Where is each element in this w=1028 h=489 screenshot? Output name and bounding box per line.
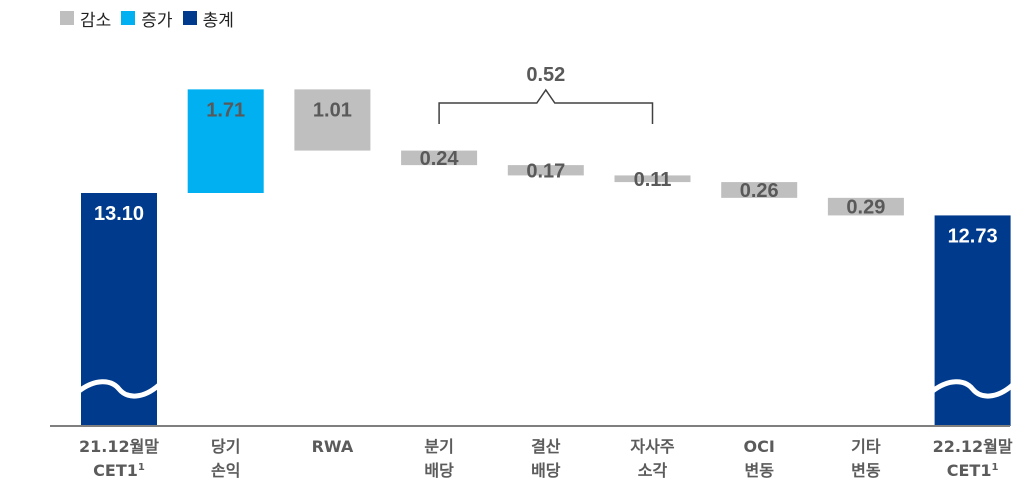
data-label-5: 0.11 [634, 169, 672, 191]
axis-break-wave-0 [77, 379, 161, 399]
bar-decrease-4 [507, 165, 584, 176]
bar-decrease-3 [401, 150, 478, 166]
legend: 감소 증가 총계 [60, 5, 244, 31]
bar-decrease-6 [721, 182, 798, 198]
bar-decrease-5 [614, 175, 691, 183]
category-label-7-0: 기타 [851, 437, 881, 456]
legend-item-increase: 증가 [121, 6, 173, 31]
category-label-5-1: 소각 [638, 461, 668, 480]
category-label-1-0: 당기 [211, 437, 240, 456]
legend-label-increase: 증가 [141, 10, 173, 31]
category-label-6-1: 변동 [744, 461, 774, 480]
legend-label-decrease: 감소 [80, 10, 112, 31]
legend-swatch-decrease [60, 11, 74, 25]
category-label-8-0: 22.12월말 [933, 437, 1013, 456]
category-label-0-0: 21.12월말 [79, 437, 159, 456]
annotation-bracket [438, 88, 654, 124]
category-label-3-0: 분기 [424, 437, 453, 456]
category-label-6-0: OCI [744, 437, 775, 456]
legend-label-total: 총계 [202, 10, 234, 31]
category-label-1-1: 손익 [211, 461, 240, 480]
data-label-7: 0.29 [846, 197, 885, 219]
data-label-6: 0.26 [740, 180, 779, 202]
category-label-7-1: 변동 [851, 461, 881, 480]
category-label-2-0: RWA [312, 437, 354, 456]
data-label-1: 1.71 [206, 99, 245, 121]
bar-decrease-7 [827, 197, 904, 216]
data-label-8: 12.73 [948, 225, 998, 247]
annotation-label: 0.52 [526, 64, 565, 86]
legend-swatch-increase [121, 11, 136, 25]
category-label-3-1: 배당 [424, 461, 454, 480]
data-label-0: 13.10 [94, 203, 144, 225]
legend-item-decrease: 감소 [60, 6, 111, 31]
bar-decrease-2 [294, 89, 371, 151]
bar-increase-1 [187, 89, 264, 193]
category-label-4-0: 결산 [531, 437, 561, 456]
data-label-3: 0.24 [420, 148, 460, 170]
axis-break-wave-8 [931, 379, 1015, 399]
category-label-0-1: CET11 [93, 461, 145, 480]
category-label-8-1: CET11 [947, 461, 999, 480]
legend-swatch-total [182, 11, 197, 25]
data-label-2: 1.01 [313, 99, 352, 121]
category-label-5-0: 자사주 [630, 437, 674, 456]
data-label-4: 0.17 [526, 160, 565, 182]
legend-item-total: 총계 [182, 6, 234, 31]
category-label-4-1: 배당 [531, 461, 561, 480]
